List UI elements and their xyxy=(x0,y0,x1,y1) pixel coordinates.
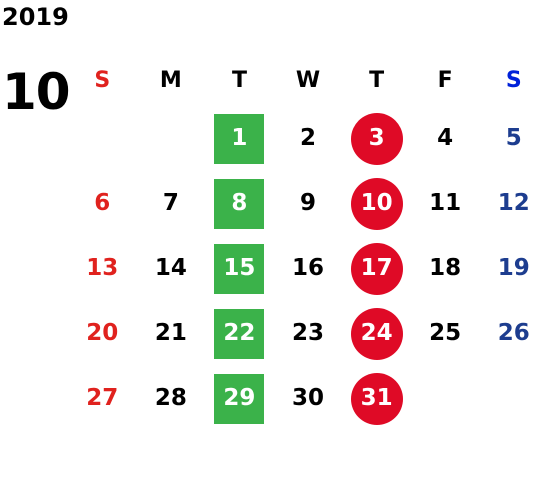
day-cell: 28 xyxy=(154,385,187,411)
weekday-tuesday: T xyxy=(231,68,247,93)
day-cell xyxy=(68,106,137,171)
weekday-thursday: T xyxy=(369,68,385,93)
day-cell: 30 xyxy=(292,385,325,411)
day-cell: 20 xyxy=(86,320,119,346)
day-cell-thursday: 31 xyxy=(342,366,411,431)
day-cell: 25 xyxy=(429,320,462,346)
weekday-friday: F xyxy=(437,68,453,93)
week-row-4: 20 21 22 23 24 25 26 xyxy=(68,301,548,366)
day-cell xyxy=(479,366,548,431)
day-cell-tuesday: 22 xyxy=(205,301,274,366)
day-cell: 5 xyxy=(505,125,522,151)
day-cell: 27 xyxy=(86,385,119,411)
day-cell-tuesday: 1 xyxy=(205,106,274,171)
day-cell: 21 xyxy=(154,320,187,346)
week-row-2: 6 7 8 9 10 11 12 xyxy=(68,171,548,236)
weekday-header-row: S M T W T F S xyxy=(68,56,548,106)
day-cell-thursday: 3 xyxy=(342,106,411,171)
day-cell: 6 xyxy=(94,190,111,216)
week-row-5: 27 28 29 30 31 xyxy=(68,366,548,431)
day-cell-tuesday: 29 xyxy=(205,366,274,431)
calendar-year: 2019 xyxy=(2,3,69,31)
day-cell: 4 xyxy=(437,125,454,151)
weekday-sunday: S xyxy=(94,68,111,93)
day-cell: 11 xyxy=(429,190,462,216)
day-cell xyxy=(137,106,206,171)
day-cell-thursday: 10 xyxy=(342,171,411,236)
day-cell: 7 xyxy=(162,190,179,216)
weekday-wednesday: W xyxy=(295,68,321,93)
day-cell: 2 xyxy=(300,125,317,151)
weekday-monday: M xyxy=(159,68,182,93)
day-cell-thursday: 17 xyxy=(342,236,411,301)
weekday-saturday: S xyxy=(505,68,522,93)
day-cell: 14 xyxy=(154,255,187,281)
calendar-month: 10 xyxy=(2,63,71,121)
day-cell: 19 xyxy=(497,255,530,281)
day-cell: 16 xyxy=(292,255,325,281)
day-cell-tuesday: 15 xyxy=(205,236,274,301)
day-cell-thursday: 24 xyxy=(342,301,411,366)
day-cell-tuesday: 8 xyxy=(205,171,274,236)
day-cell: 13 xyxy=(86,255,119,281)
day-cell: 12 xyxy=(497,190,530,216)
calendar-grid: S M T W T F S 1 2 3 4 5 6 7 8 9 10 11 12 xyxy=(68,56,548,431)
day-cell: 9 xyxy=(300,190,317,216)
day-cell xyxy=(411,366,480,431)
day-cell: 18 xyxy=(429,255,462,281)
day-cell: 26 xyxy=(497,320,530,346)
week-row-1: 1 2 3 4 5 xyxy=(68,106,548,171)
day-cell: 23 xyxy=(292,320,325,346)
week-row-3: 13 14 15 16 17 18 19 xyxy=(68,236,548,301)
